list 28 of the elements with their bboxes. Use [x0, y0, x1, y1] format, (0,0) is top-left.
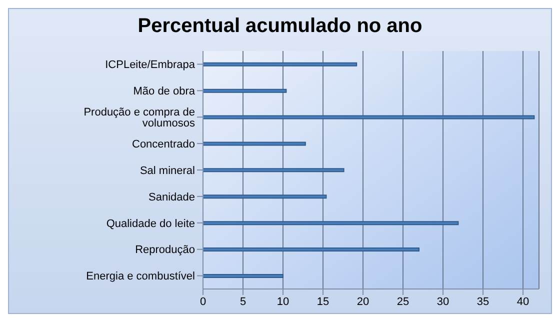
x-tick-label: 20	[356, 296, 370, 308]
x-tick-label: 40	[516, 296, 530, 308]
x-tick-label: 25	[396, 296, 410, 308]
x-tick-label: 15	[316, 296, 330, 308]
x-tick-label: 35	[476, 296, 490, 308]
y-tick-label: Energia e combustível	[86, 270, 195, 283]
y-tick-label: Mão de obra	[133, 86, 196, 98]
bar	[203, 221, 459, 226]
bar	[203, 142, 306, 146]
chart-title: Percentual acumulado no ano	[136, 14, 424, 39]
bar	[203, 62, 358, 66]
bar	[203, 274, 284, 278]
bar	[203, 248, 420, 252]
x-tick-label: 30	[436, 296, 450, 308]
y-tick-label: ICPLeite/Embrapa	[105, 59, 196, 72]
y-tick-label: Reprodução	[135, 244, 195, 256]
y-tick-label: Concentrado	[132, 138, 195, 150]
bar	[203, 194, 327, 199]
x-tick-label: 0	[200, 296, 206, 308]
bar	[203, 168, 344, 172]
x-tick-label: 10	[276, 296, 290, 308]
bar	[203, 88, 287, 93]
y-tick-label: Qualidade do leite	[106, 218, 195, 230]
x-tick-label: 5	[240, 296, 246, 308]
y-tick-label: Sal mineral	[140, 164, 195, 177]
y-tick-label: Produção e compra de volumosos	[84, 106, 196, 130]
bar	[203, 115, 535, 120]
y-tick-label: Sanidade	[148, 191, 195, 204]
